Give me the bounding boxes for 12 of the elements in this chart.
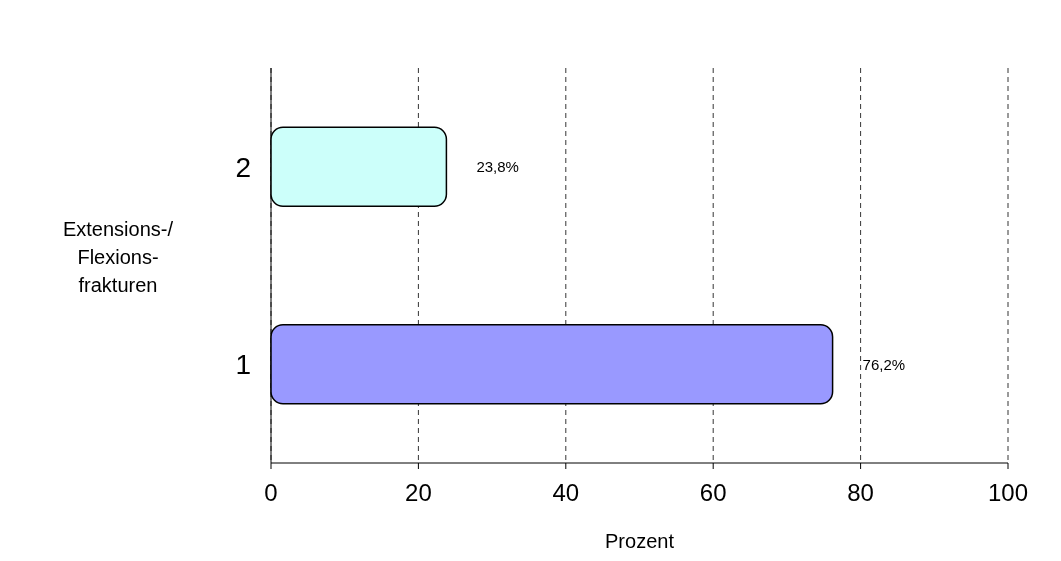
x-tick-label: 20 <box>405 479 432 506</box>
x-tick-label: 100 <box>987 479 1029 506</box>
y-tick-label: 2 <box>235 151 251 183</box>
y-tick-label: 1 <box>235 349 251 381</box>
x-tick-label: 40 <box>552 479 580 506</box>
data-label: 76,2% <box>862 355 906 373</box>
x-axis-title: Prozent <box>605 530 675 552</box>
x-tick-label: 80 <box>847 479 874 506</box>
x-tick-label: 0 <box>264 479 278 506</box>
y-axis-title: Extensions-/ Flexions- frakturen <box>62 217 174 296</box>
data-label: 23,8% <box>476 158 519 175</box>
x-tick-label: 60 <box>699 479 727 506</box>
